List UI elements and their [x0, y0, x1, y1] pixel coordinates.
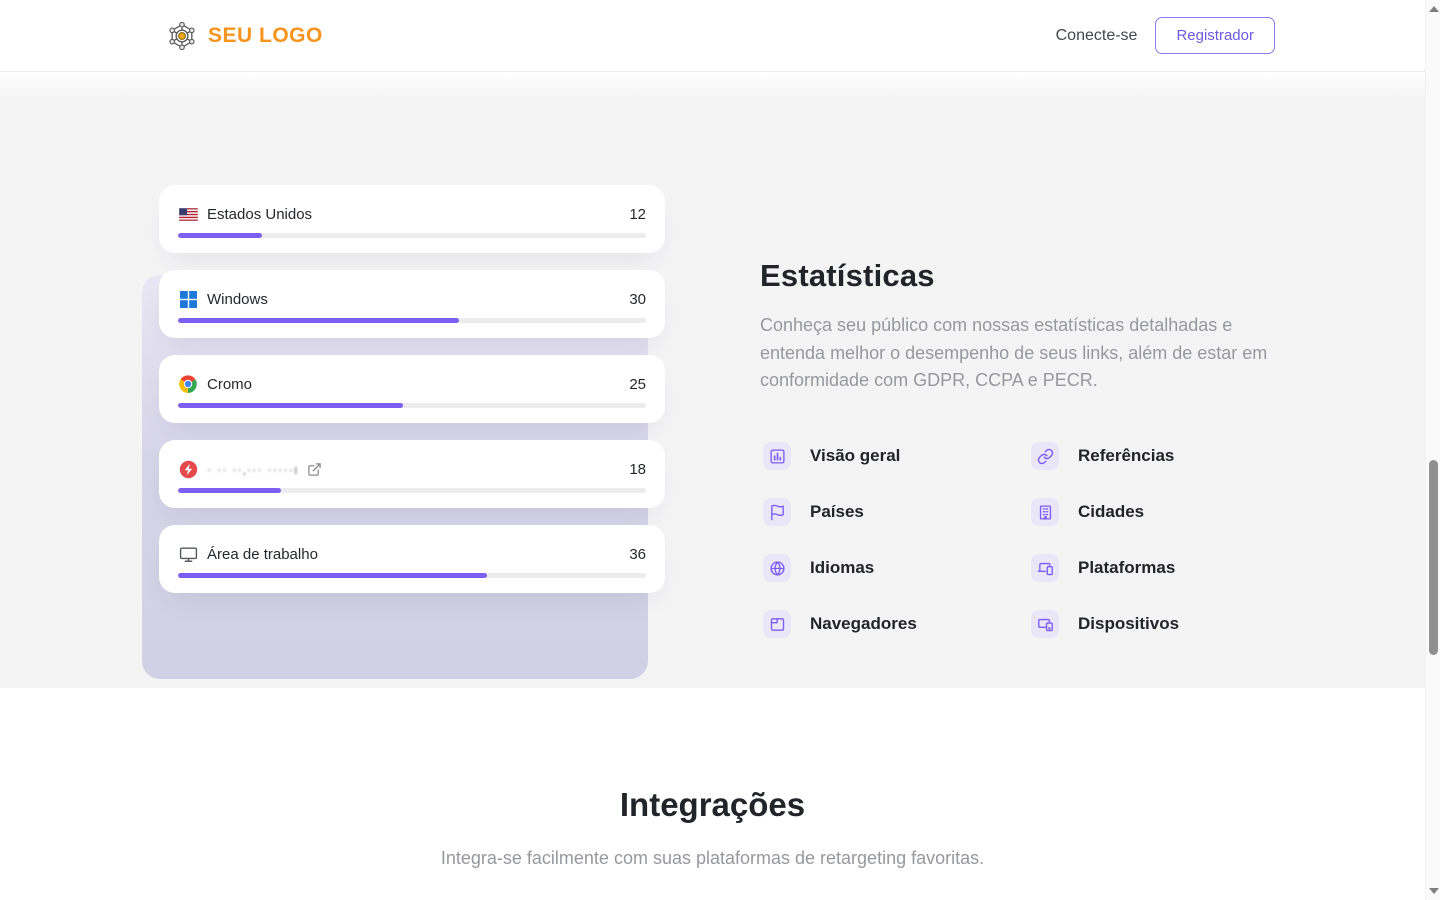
- us-flag-icon: [178, 204, 198, 224]
- stat-card-value: 25: [629, 375, 646, 393]
- stat-card-label: Windows: [207, 290, 268, 308]
- building-icon: [1031, 498, 1059, 526]
- scroll-down-arrow-icon[interactable]: [1429, 888, 1439, 894]
- laptop-phone-icon: [1031, 554, 1059, 582]
- progress-bar: [178, 318, 646, 323]
- progress-bar: [178, 573, 646, 578]
- stat-card-browser[interactable]: Cromo 25: [159, 355, 665, 423]
- integrations-subtitle: Integra-se facilmente com suas plataform…: [440, 848, 985, 868]
- flag-icon: [763, 498, 791, 526]
- progress-bar: [178, 488, 646, 493]
- stat-card-link[interactable]: · ·· ··‚··· ·····ı 18: [159, 440, 665, 508]
- logo-network-icon: [165, 19, 199, 53]
- stats-section: Estados Unidos 12 Windows 3: [0, 72, 1440, 688]
- header-nav: Conecte-se Registrador: [1056, 17, 1275, 54]
- stat-card-value: 18: [629, 460, 646, 478]
- progress-bar: [178, 233, 646, 238]
- header: SEU LOGO Conecte-se Registrador: [0, 0, 1440, 72]
- feature-cities[interactable]: Cidades: [1031, 498, 1299, 526]
- bolt-badge-icon: [178, 459, 198, 479]
- scroll-up-arrow-icon[interactable]: [1429, 6, 1439, 12]
- feature-browsers[interactable]: Navegadores: [763, 610, 1031, 638]
- link-icon: [1031, 442, 1059, 470]
- stat-card-os[interactable]: Windows 30: [159, 270, 665, 338]
- globe-icon: [763, 554, 791, 582]
- desktop-monitor-icon: [178, 544, 198, 564]
- browser-window-icon: [763, 610, 791, 638]
- logo[interactable]: SEU LOGO: [165, 19, 323, 53]
- scrollbar-thumb[interactable]: [1429, 460, 1438, 655]
- login-link[interactable]: Conecte-se: [1055, 26, 1138, 44]
- features-grid: Visão geral Referências: [763, 442, 1299, 638]
- chrome-icon: [178, 374, 198, 394]
- stat-card-label-blurred: · ·· ··‚··· ·····ı: [207, 461, 299, 477]
- feature-overview[interactable]: Visão geral: [763, 442, 1031, 470]
- feature-devices[interactable]: Dispositivos: [1031, 610, 1299, 638]
- stats-description: Conheça seu público com nossas estatísti…: [760, 315, 1268, 390]
- integrations-section: Integrações Integra-se facilmente com su…: [0, 688, 1425, 900]
- stat-card-label: Estados Unidos: [207, 205, 313, 223]
- windows-icon: [178, 289, 198, 309]
- progress-bar: [178, 403, 646, 408]
- stat-card-value: 36: [629, 545, 646, 563]
- stat-card-device[interactable]: Área de trabalho 36: [159, 525, 665, 593]
- logo-text: SEU LOGO: [208, 23, 323, 47]
- stat-card-countries[interactable]: Estados Unidos 12: [159, 185, 665, 253]
- stat-card-value: 30: [629, 290, 646, 308]
- feature-platforms[interactable]: Plataformas: [1031, 554, 1299, 582]
- feature-languages[interactable]: Idiomas: [763, 554, 1031, 582]
- external-link-icon[interactable]: [307, 462, 322, 477]
- feature-referrers[interactable]: Referências: [1031, 442, 1299, 470]
- feature-countries[interactable]: Países: [763, 498, 1031, 526]
- stat-card-label: Cromo: [207, 375, 253, 393]
- stat-card-label: Área de trabalho: [207, 545, 318, 563]
- register-button[interactable]: Registrador: [1155, 17, 1275, 54]
- integrations-title: Integrações: [619, 786, 806, 823]
- bar-chart-icon: [763, 442, 791, 470]
- stat-card-value: 12: [629, 205, 646, 223]
- devices-icon: [1031, 610, 1059, 638]
- stats-title: Estatísticas: [760, 258, 935, 293]
- vertical-scrollbar[interactable]: [1425, 0, 1440, 900]
